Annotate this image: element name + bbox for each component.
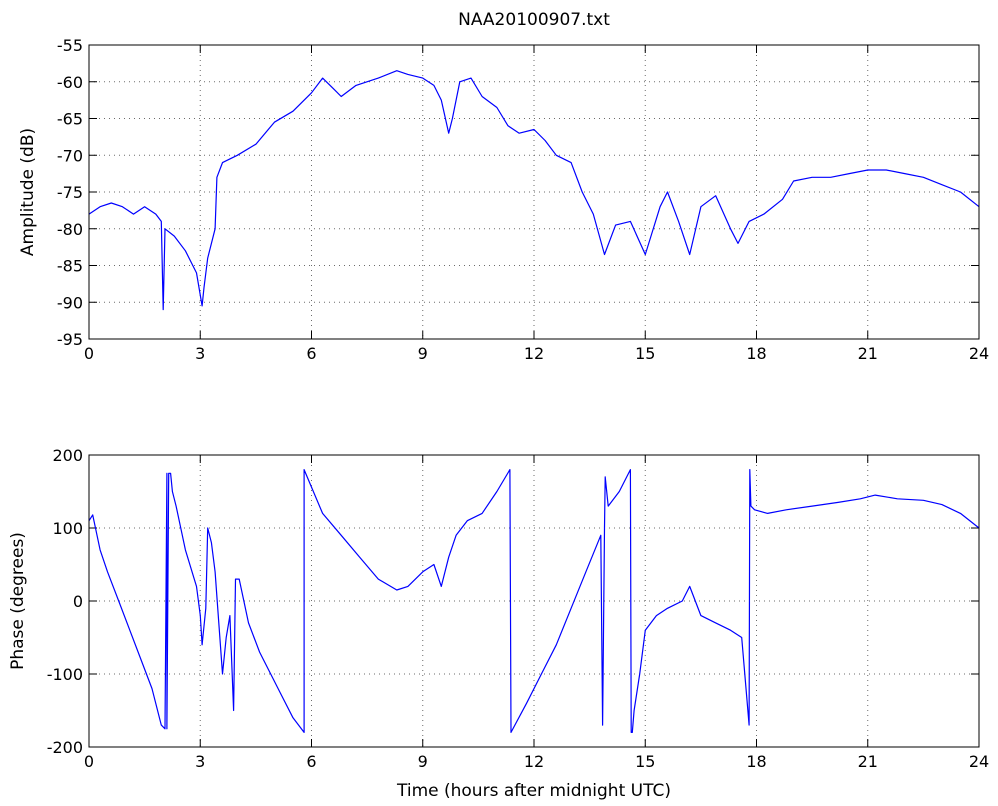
phase-series-line bbox=[88, 469, 980, 733]
amplitude-y-tick-label: -80 bbox=[57, 220, 83, 239]
amplitude-grid bbox=[89, 45, 979, 339]
phase-x-tick-label: 24 bbox=[969, 752, 989, 771]
amplitude-x-tick-label: 0 bbox=[84, 344, 94, 363]
plot-title: NAA20100907.txt bbox=[458, 10, 610, 30]
amplitude-y-tick-label: -75 bbox=[57, 183, 83, 202]
phase-y-axis-label: Phase (degrees) bbox=[8, 532, 28, 670]
phase-y-tick-label: 100 bbox=[52, 519, 83, 538]
phase-y-tick-label: -100 bbox=[47, 665, 83, 684]
amplitude-x-tick-label: 3 bbox=[195, 344, 205, 363]
phase-x-tick-label: 18 bbox=[746, 752, 766, 771]
phase-y-tick-label: -200 bbox=[47, 738, 83, 757]
amplitude-x-tick-label: 15 bbox=[635, 344, 655, 363]
amplitude-y-tick-label: -90 bbox=[57, 293, 83, 312]
phase-y-tick-label: 0 bbox=[73, 592, 83, 611]
amplitude-series-line bbox=[88, 70, 980, 311]
amplitude-y-tick-label: -85 bbox=[57, 257, 83, 276]
amplitude-y-tick-label: -70 bbox=[57, 146, 83, 165]
amplitude-panel: NAA20100907.txt Amplitude (dB) 0 3 6 9 12 15 1… bbox=[18, 10, 989, 363]
amplitude-y-tick-label: -60 bbox=[57, 73, 83, 92]
phase-y-tick-labels: -200 -100 0 100 200 bbox=[47, 446, 83, 757]
phase-x-tick-label: 21 bbox=[858, 752, 878, 771]
phase-panel: Phase (degrees) Time (hours after midnig… bbox=[8, 446, 989, 801]
phase-x-tick-label: 6 bbox=[306, 752, 316, 771]
amplitude-y-axis-label: Amplitude (dB) bbox=[18, 128, 38, 256]
phase-x-tick-label: 3 bbox=[195, 752, 205, 771]
amplitude-x-tick-label: 21 bbox=[858, 344, 878, 363]
amplitude-x-tick-label: 18 bbox=[746, 344, 766, 363]
amplitude-y-tick-label: -95 bbox=[57, 330, 83, 349]
amplitude-x-tick-label: 12 bbox=[524, 344, 544, 363]
amplitude-x-tick-label: 24 bbox=[969, 344, 989, 363]
amplitude-x-tick-labels: 0 3 6 9 12 15 18 21 24 bbox=[84, 344, 989, 363]
amplitude-y-tick-label: -65 bbox=[57, 110, 83, 129]
amplitude-y-tick-labels: -95 -90 -85 -80 -75 -70 -65 -60 -55 bbox=[57, 36, 83, 349]
phase-y-tick-label: 200 bbox=[52, 446, 83, 465]
x-axis-label: Time (hours after midnight UTC) bbox=[396, 781, 671, 801]
phase-x-tick-label: 12 bbox=[524, 752, 544, 771]
amplitude-x-tick-label: 6 bbox=[306, 344, 316, 363]
phase-axes-frame bbox=[88, 454, 980, 748]
phase-x-tick-label: 15 bbox=[635, 752, 655, 771]
phase-grid bbox=[89, 455, 979, 747]
phase-x-tick-label: 9 bbox=[418, 752, 428, 771]
phase-x-tick-label: 0 bbox=[84, 752, 94, 771]
amplitude-y-tick-label: -55 bbox=[57, 36, 83, 55]
phase-x-tick-labels: 0 3 6 9 12 15 18 21 24 bbox=[84, 752, 989, 771]
amplitude-x-tick-label: 9 bbox=[418, 344, 428, 363]
amplitude-axes-frame bbox=[88, 44, 980, 340]
